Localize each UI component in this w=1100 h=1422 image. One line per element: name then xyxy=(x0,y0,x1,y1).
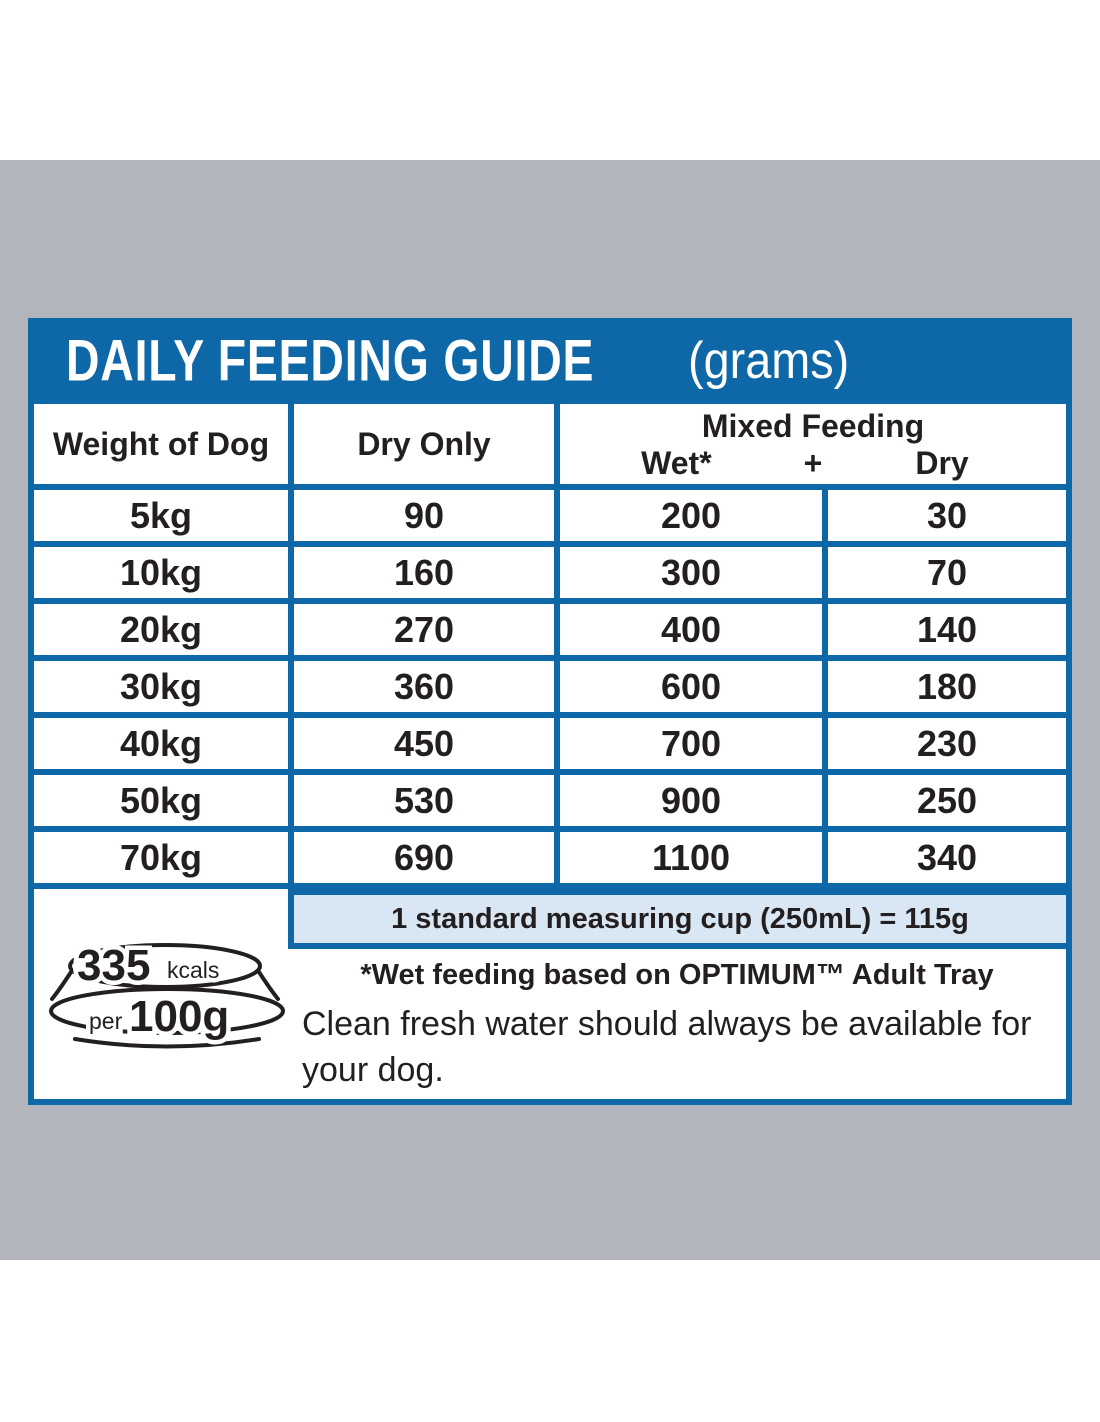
footer-section: 1 standard measuring cup (250mL) = 115g … xyxy=(34,889,1066,1099)
row-weight: 30kg xyxy=(34,661,288,712)
mixed-feeding-subheader: Wet* + Dry xyxy=(560,445,1066,481)
kcal-value-label: 335 xyxy=(77,941,150,990)
row-wet: 300 xyxy=(560,547,822,598)
row-dry: 70 xyxy=(828,547,1066,598)
row-dry-only: 160 xyxy=(294,547,554,598)
row-dry-only: 270 xyxy=(294,604,554,655)
row-weight: 20kg xyxy=(34,604,288,655)
row-dry: 30 xyxy=(828,490,1066,541)
column-header-weight: Weight of Dog xyxy=(34,404,288,484)
measuring-cup-bar: 1 standard measuring cup (250mL) = 115g xyxy=(288,889,1066,949)
feeding-table: Weight of Dog Dry Only Mixed Feeding Wet… xyxy=(28,404,1072,883)
row-weight: 5kg xyxy=(34,490,288,541)
per-amount-label: 100g xyxy=(129,992,229,1041)
row-wet: 200 xyxy=(560,490,822,541)
row-dry-only: 530 xyxy=(294,775,554,826)
row-wet: 600 xyxy=(560,661,822,712)
row-dry: 140 xyxy=(828,604,1066,655)
row-dry: 180 xyxy=(828,661,1066,712)
row-dry: 250 xyxy=(828,775,1066,826)
row-weight: 10kg xyxy=(34,547,288,598)
row-dry-only: 360 xyxy=(294,661,554,712)
row-wet: 1100 xyxy=(560,832,822,883)
wet-feeding-note: *Wet feeding based on OPTIMUM™ Adult Tra… xyxy=(360,959,994,991)
row-dry: 340 xyxy=(828,832,1066,883)
kcal-unit-label: kcals xyxy=(167,957,219,983)
subheader-dry: Dry xyxy=(915,445,969,481)
row-dry-only: 450 xyxy=(294,718,554,769)
subheader-plus: + xyxy=(803,445,823,481)
page-title-unit: (grams) xyxy=(688,332,850,390)
dog-bowl-icon: 335 kcals per 100g xyxy=(45,929,295,1051)
per-label: per xyxy=(89,1008,123,1034)
column-header-mixed-feeding: Mixed Feeding Wet* + Dry xyxy=(560,404,1066,484)
title-bar: DAILY FEEDING GUIDE (grams) xyxy=(28,318,1072,404)
row-weight: 70kg xyxy=(34,832,288,883)
mixed-feeding-label: Mixed Feeding xyxy=(701,408,925,444)
feeding-guide-panel: DAILY FEEDING GUIDE (grams) Weight of Do… xyxy=(28,318,1072,1105)
row-weight: 50kg xyxy=(34,775,288,826)
fresh-water-note: Clean fresh water should always be avail… xyxy=(302,1005,1032,1089)
row-wet: 900 xyxy=(560,775,822,826)
page-title: DAILY FEEDING GUIDE xyxy=(66,328,595,394)
subheader-wet: Wet* xyxy=(641,445,712,481)
row-wet: 700 xyxy=(560,718,822,769)
row-weight: 40kg xyxy=(34,718,288,769)
row-dry-only: 690 xyxy=(294,832,554,883)
column-header-dry-only: Dry Only xyxy=(294,404,554,484)
row-dry-only: 90 xyxy=(294,490,554,541)
row-dry: 230 xyxy=(828,718,1066,769)
row-wet: 400 xyxy=(560,604,822,655)
